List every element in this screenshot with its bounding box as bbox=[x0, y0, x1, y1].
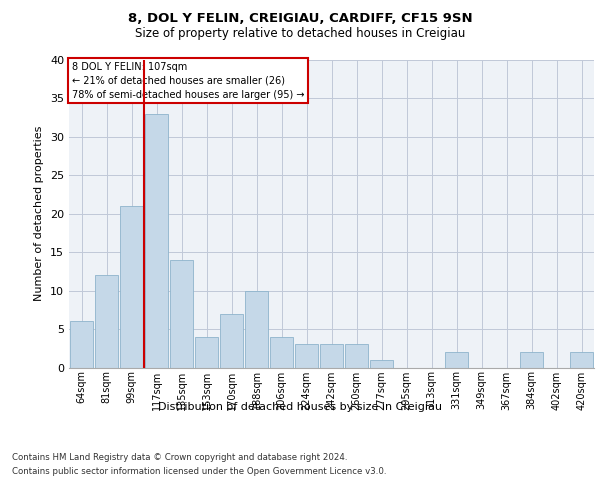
Y-axis label: Number of detached properties: Number of detached properties bbox=[34, 126, 44, 302]
Text: Size of property relative to detached houses in Creigiau: Size of property relative to detached ho… bbox=[135, 28, 465, 40]
Bar bbox=[370, 360, 393, 368]
Bar bbox=[270, 337, 293, 368]
Text: 8 DOL Y FELIN: 107sqm
← 21% of detached houses are smaller (26)
78% of semi-deta: 8 DOL Y FELIN: 107sqm ← 21% of detached … bbox=[71, 62, 304, 100]
Text: 8, DOL Y FELIN, CREIGIAU, CARDIFF, CF15 9SN: 8, DOL Y FELIN, CREIGIAU, CARDIFF, CF15 … bbox=[128, 12, 472, 26]
Bar bbox=[220, 314, 243, 368]
Bar bbox=[295, 344, 318, 368]
Text: Distribution of detached houses by size in Creigiau: Distribution of detached houses by size … bbox=[158, 402, 442, 412]
Bar bbox=[195, 337, 218, 368]
Bar bbox=[170, 260, 193, 368]
Text: Contains public sector information licensed under the Open Government Licence v3: Contains public sector information licen… bbox=[12, 467, 386, 476]
Bar bbox=[520, 352, 543, 368]
Bar bbox=[345, 344, 368, 368]
Text: Contains HM Land Registry data © Crown copyright and database right 2024.: Contains HM Land Registry data © Crown c… bbox=[12, 454, 347, 462]
Bar bbox=[445, 352, 468, 368]
Bar bbox=[120, 206, 143, 368]
Bar bbox=[570, 352, 593, 368]
Bar bbox=[145, 114, 168, 368]
Bar bbox=[320, 344, 343, 368]
Bar bbox=[70, 322, 93, 368]
Bar bbox=[95, 275, 118, 368]
Bar bbox=[245, 290, 268, 368]
